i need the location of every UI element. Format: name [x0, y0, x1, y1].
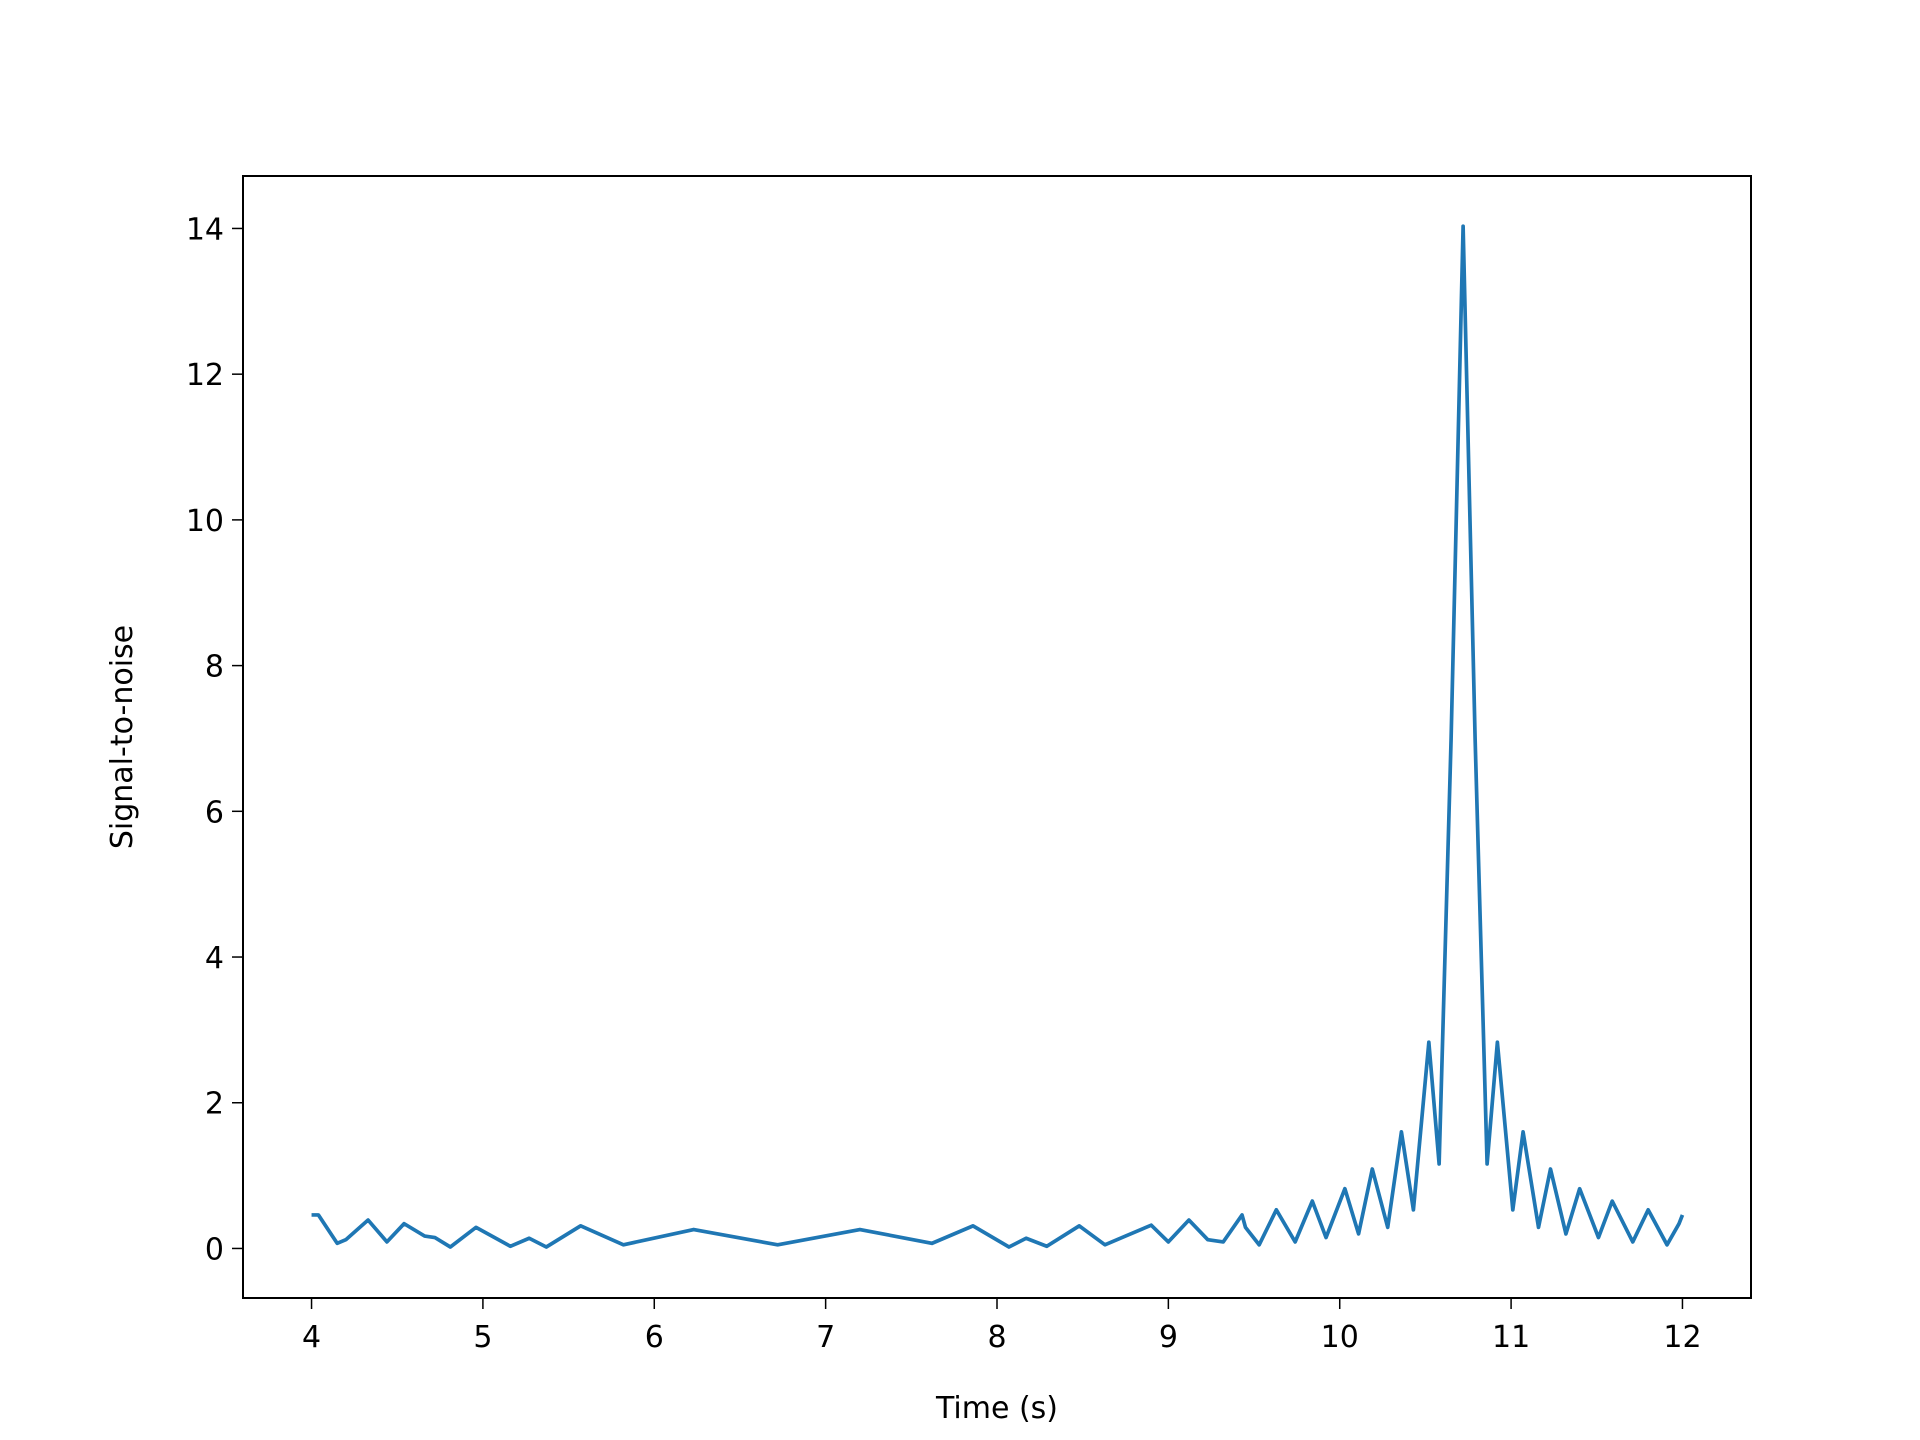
y-tick-label: 8: [205, 650, 224, 685]
x-tick-label: 10: [1321, 1320, 1359, 1355]
x-tick-label: 12: [1663, 1320, 1701, 1355]
x-tick-label: 9: [1159, 1320, 1178, 1355]
y-axis-label: Signal-to-noise: [105, 625, 140, 849]
x-tick-label: 7: [816, 1320, 835, 1355]
y-tick-label: 0: [205, 1232, 224, 1267]
x-tick-label: 6: [645, 1320, 664, 1355]
x-tick-label: 5: [473, 1320, 492, 1355]
x-tick-label: 11: [1492, 1320, 1530, 1355]
data-line: [311, 224, 1685, 1249]
x-tick-label: 8: [987, 1320, 1006, 1355]
y-tick-label: 4: [205, 941, 224, 976]
y-tick-label: 12: [186, 358, 224, 393]
x-axis-label: Time (s): [935, 1391, 1058, 1426]
y-tick-label: 10: [186, 504, 224, 539]
y-tick-label: 2: [205, 1087, 224, 1122]
y-tick-label: 6: [205, 795, 224, 830]
x-tick-label: 4: [302, 1320, 321, 1355]
y-tick-label: 14: [186, 212, 224, 247]
plot-frame: [242, 175, 1752, 1299]
